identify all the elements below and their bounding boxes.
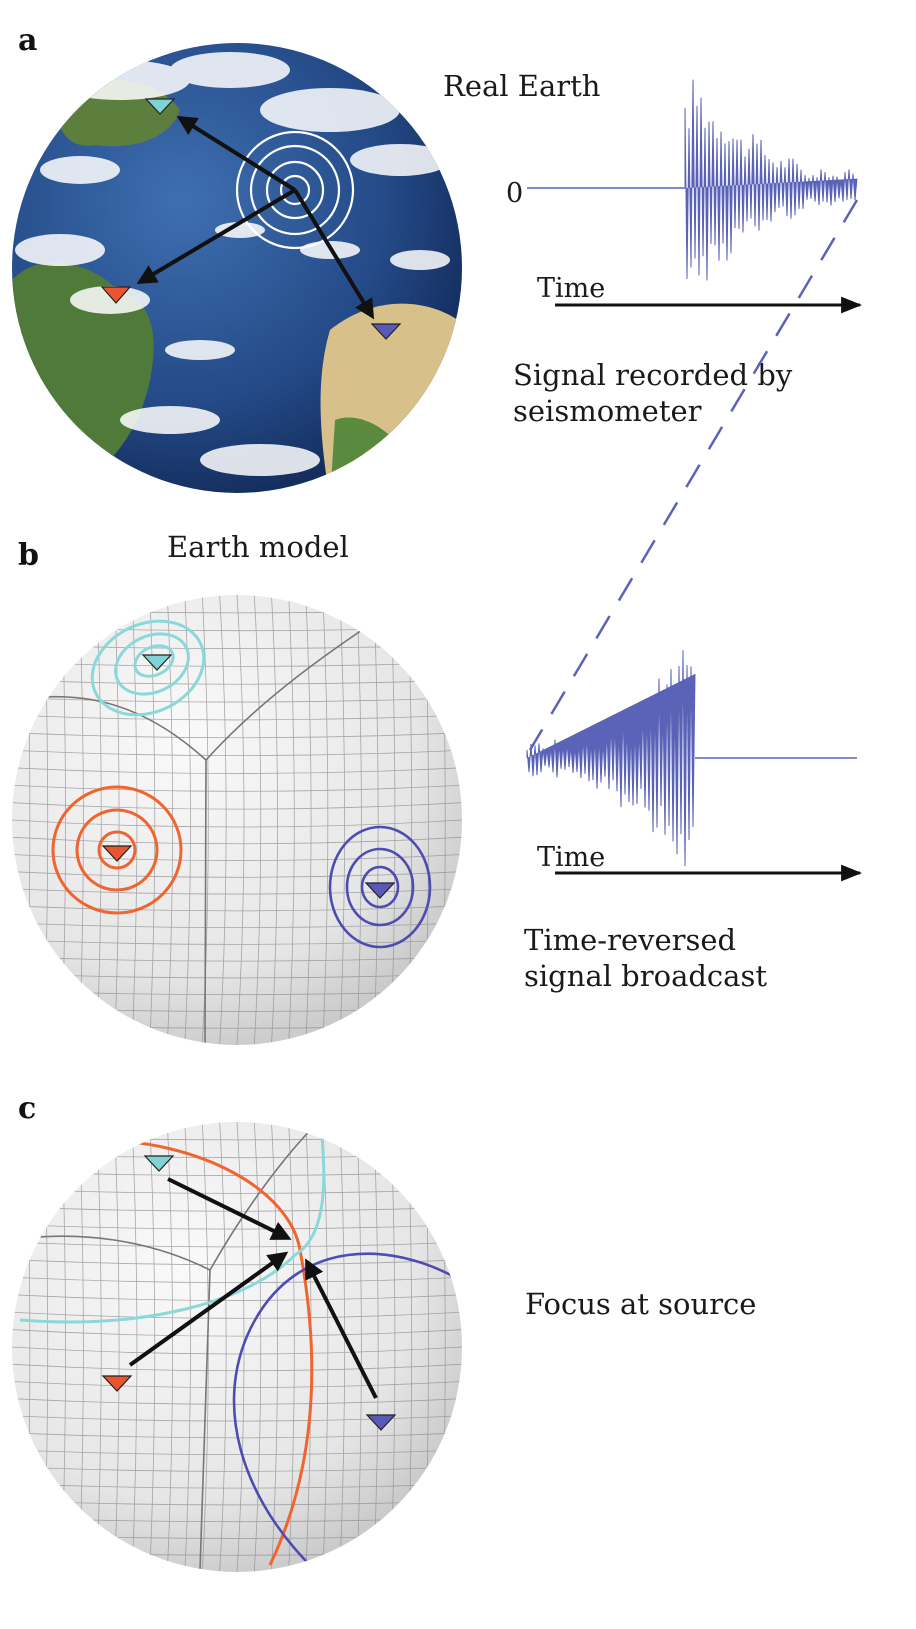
station-blue-icon [370, 323, 402, 340]
cyan-wavefronts [90, 619, 206, 717]
time-label-b: Time [537, 842, 605, 873]
signal-recorded-caption-line1: Signal recorded by [513, 358, 793, 392]
focus-globe [12, 1122, 462, 1572]
recorded-seismogram [527, 79, 858, 281]
time-reversal-connector [528, 199, 859, 751]
source-ripples [235, 130, 355, 250]
real-earth-globe [12, 43, 462, 493]
ray-arrows-a [136, 115, 375, 320]
earth-model-title: Earth model [167, 530, 349, 564]
earth-model-globe [12, 595, 462, 1045]
panel-b-letter: b [18, 538, 39, 573]
station-cyan-icon [143, 1155, 175, 1172]
time-label-a: Time [537, 273, 605, 304]
station-cyan-icon [141, 654, 173, 671]
blue-converging-wavefront [232, 1252, 461, 1572]
focus-at-source-caption: Focus at source [525, 1287, 756, 1321]
real-earth-title: Real Earth [443, 69, 600, 103]
station-blue-icon [365, 1414, 397, 1431]
signal-recorded-caption-line2: seismometer [513, 394, 702, 428]
red-wavefronts [51, 785, 183, 915]
blue-wavefronts [328, 825, 432, 949]
station-red-icon [101, 845, 133, 862]
panel-c-letter: c [18, 1091, 36, 1126]
zero-label: 0 [506, 178, 523, 209]
station-red-icon [101, 1375, 133, 1392]
africa-landmass [320, 303, 462, 493]
station-red-icon [100, 286, 132, 304]
station-blue-icon [364, 882, 396, 899]
time-reversed-caption-line2: signal broadcast [524, 959, 767, 993]
station-cyan-icon [144, 98, 176, 115]
panel-a-letter: a [18, 23, 37, 58]
time-reversed-caption-line1: Time-reversed [524, 923, 736, 957]
focusing-arrows [128, 1177, 378, 1399]
reversed-seismogram [526, 650, 857, 867]
